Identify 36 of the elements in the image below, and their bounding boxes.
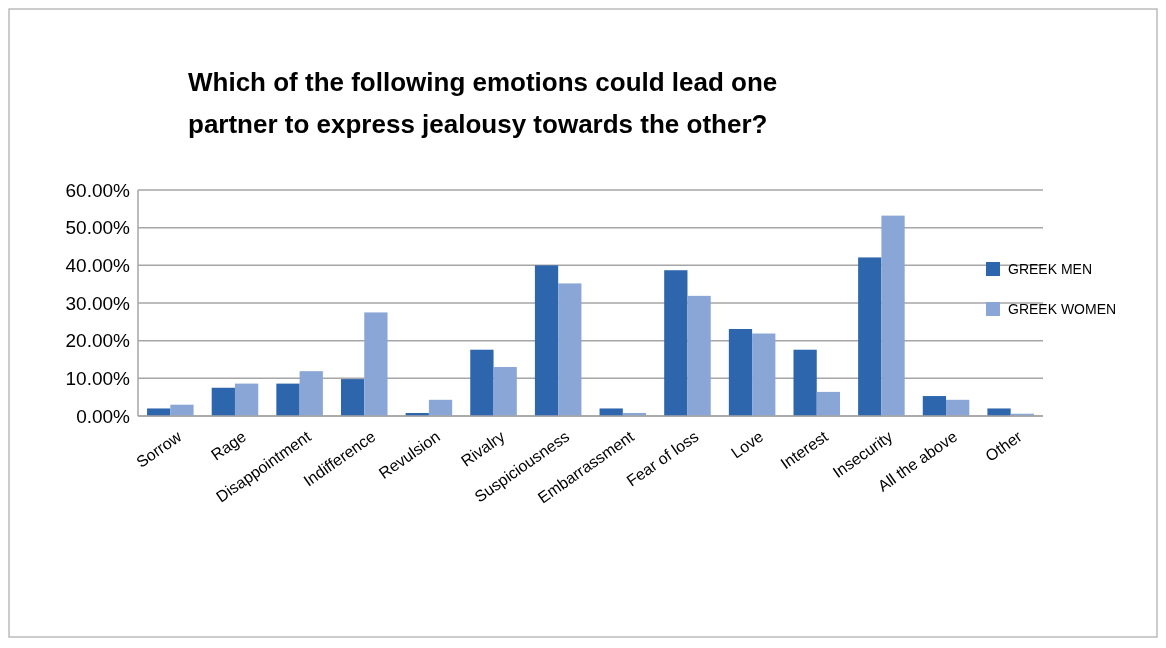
bar <box>493 367 517 416</box>
bar <box>534 265 559 416</box>
bar <box>752 333 776 416</box>
bar <box>299 371 323 416</box>
bar <box>816 391 841 416</box>
bar <box>340 379 365 416</box>
x-tick-label: Love <box>728 427 767 462</box>
bar <box>234 383 259 416</box>
bar <box>987 408 1011 416</box>
legend-label: GREEK WOMEN <box>1008 300 1117 317</box>
bar <box>728 328 753 416</box>
legend-label: GREEK MEN <box>1008 260 1093 277</box>
bar <box>687 295 711 416</box>
bar <box>664 270 688 416</box>
bar <box>858 257 882 416</box>
chart-title: Which of the following emotions could lead one partner to express jealousy towards the other? <box>188 67 778 139</box>
bar <box>946 399 970 416</box>
y-tick-label: 50.00% <box>65 217 131 239</box>
bar <box>147 408 171 416</box>
bar <box>364 312 388 416</box>
y-tick-label: 40.00% <box>65 254 131 276</box>
bar <box>211 387 235 416</box>
bar <box>558 283 582 416</box>
bar <box>793 349 817 416</box>
bar <box>881 215 905 416</box>
bar <box>599 408 623 416</box>
bar <box>428 399 453 416</box>
bar <box>922 396 947 416</box>
y-tick-label: 30.00% <box>65 292 131 314</box>
y-tick-label: 20.00% <box>65 330 131 352</box>
bar <box>170 404 194 416</box>
bar <box>470 349 494 416</box>
y-tick-label: 0.00% <box>76 405 131 427</box>
y-tick-label: 60.00% <box>65 179 131 201</box>
bar <box>276 383 300 416</box>
y-tick-label: 10.00% <box>65 367 131 389</box>
